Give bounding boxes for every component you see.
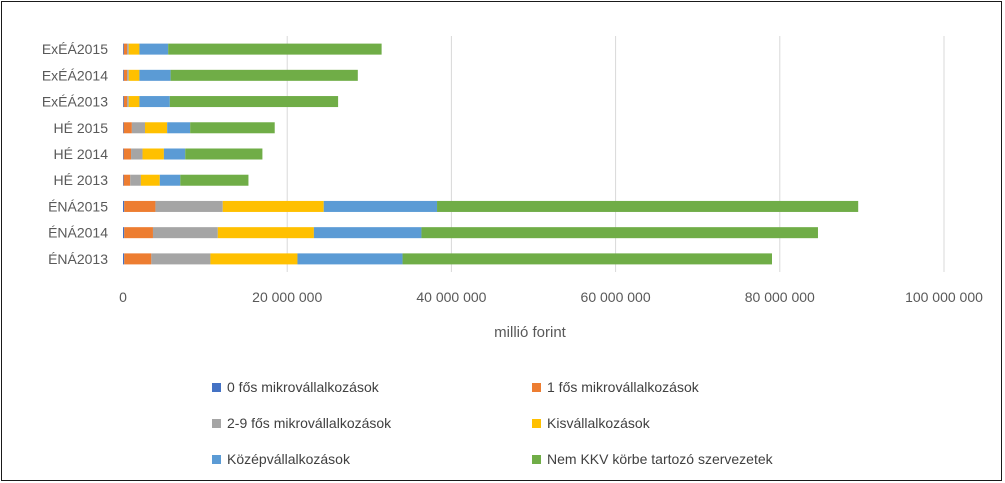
category-label: HÉ 2015 xyxy=(54,120,109,136)
bar-segment-kisvallalkozasok xyxy=(140,174,160,186)
bar-segment-kisvallalkozasok xyxy=(128,43,140,55)
bar-segment-nem-kkv-korbe-tartozo-szervezetek xyxy=(170,69,358,81)
bar-segment-0-fos-mikrovallalkozasok xyxy=(123,200,125,212)
bar-segment-nem-kkv-korbe-tartozo-szervezetek xyxy=(168,43,382,55)
bar-segment-nem-kkv-korbe-tartozo-szervezetek xyxy=(402,253,773,265)
bar-segment-0-fos-mikrovallalkozasok xyxy=(123,253,125,265)
legend-label: Nem KKV körbe tartozó szervezetek xyxy=(547,451,773,467)
bar-segment-kozepvallalkozasok xyxy=(159,174,181,186)
legend-label: Kisvállalkozások xyxy=(547,415,650,431)
bar-segment-2-9-fos-mikrovallalkozasok xyxy=(127,96,129,108)
bar-segment-0-fos-mikrovallalkozasok xyxy=(123,174,124,186)
bar-segment-2-9-fos-mikrovallalkozasok xyxy=(155,200,223,212)
legend-item: Középvállalkozások xyxy=(212,446,532,472)
legend-item: Nem KKV körbe tartozó szervezetek xyxy=(532,446,852,472)
legend-label: 1 fős mikrovállalkozások xyxy=(547,379,699,395)
bar-segment-1-fos-mikrovallalkozasok xyxy=(123,43,128,55)
bar-segment-1-fos-mikrovallalkozasok xyxy=(124,200,156,212)
bar-segment-kisvallalkozasok xyxy=(128,69,140,81)
x-tick-label: 0 xyxy=(119,289,127,305)
bar-segment-kozepvallalkozasok xyxy=(139,43,169,55)
bar-segments xyxy=(123,43,859,265)
legend-swatch xyxy=(532,418,541,428)
bar-segment-nem-kkv-korbe-tartozo-szervezetek xyxy=(190,122,275,134)
bar-segment-nem-kkv-korbe-tartozo-szervezetek xyxy=(421,227,818,239)
bar-segment-1-fos-mikrovallalkozasok xyxy=(123,69,128,81)
bar-segment-2-9-fos-mikrovallalkozasok xyxy=(130,174,141,186)
bar-segment-kisvallalkozasok xyxy=(128,96,140,108)
bar-segment-0-fos-mikrovallalkozasok xyxy=(123,227,125,239)
bar-segment-1-fos-mikrovallalkozasok xyxy=(124,227,153,239)
bar-segment-1-fos-mikrovallalkozasok xyxy=(124,253,152,265)
x-axis-title: millió forint xyxy=(494,324,567,341)
legend-swatch xyxy=(212,382,221,392)
bar-segment-kisvallalkozasok xyxy=(222,200,324,212)
category-labels: ExÉÁ2015 ExÉÁ2014 ExÉÁ2013 HÉ 2015 HÉ 2014 HÉ… xyxy=(42,41,108,267)
bar-segment-nem-kkv-korbe-tartozo-szervezetek xyxy=(185,148,263,160)
bar-segment-1-fos-mikrovallalkozasok xyxy=(123,96,128,108)
bar-segment-kozepvallalkozasok xyxy=(139,69,171,81)
legend-item: Kisvállalkozások xyxy=(532,410,852,436)
bar-segment-2-9-fos-mikrovallalkozasok xyxy=(151,253,211,265)
bar-segment-kisvallalkozasok xyxy=(217,227,314,239)
legend-swatch xyxy=(212,454,221,464)
legend: 0 fős mikrovállalkozások 1 fős mikroválla… xyxy=(212,374,932,472)
x-tick-label: 40 000 000 xyxy=(416,289,486,305)
bar-segment-2-9-fos-mikrovallalkozasok xyxy=(131,122,146,134)
bar-segment-kisvallalkozasok xyxy=(145,122,168,134)
legend-item: 1 fős mikrovállalkozások xyxy=(532,374,852,400)
category-label: ExÉÁ2014 xyxy=(42,67,108,83)
x-tick-label: 100 000 000 xyxy=(905,289,983,305)
x-tick-label: 20 000 000 xyxy=(252,289,322,305)
bar-segment-0-fos-mikrovallalkozasok xyxy=(123,148,124,160)
bar-segment-1-fos-mikrovallalkozasok xyxy=(123,122,132,134)
x-tick-labels: 0 20 000 000 40 000 000 60 000 000 80 000 00… xyxy=(119,289,983,305)
legend-swatch xyxy=(212,418,221,428)
bar-segment-kozepvallalkozasok xyxy=(139,96,170,108)
legend-item: 0 fős mikrovállalkozások xyxy=(212,374,532,400)
bar-segment-0-fos-mikrovallalkozasok xyxy=(123,122,124,134)
category-label: HÉ 2013 xyxy=(54,172,109,188)
bar-segment-0-fos-mikrovallalkozasok xyxy=(123,43,124,55)
bar-segment-2-9-fos-mikrovallalkozasok xyxy=(127,69,129,81)
bar-segment-0-fos-mikrovallalkozasok xyxy=(123,96,124,108)
bar-segment-2-9-fos-mikrovallalkozasok xyxy=(127,43,129,55)
legend-label: 2-9 fős mikrovállalkozások xyxy=(227,415,392,431)
category-label: ExÉÁ2013 xyxy=(42,94,108,110)
bar-segment-0-fos-mikrovallalkozasok xyxy=(123,69,124,81)
legend-label: 0 fős mikrovállalkozások xyxy=(227,379,379,395)
stacked-bar-chart: ExÉÁ2015 ExÉÁ2014 ExÉÁ2013 HÉ 2015 HÉ 2014 HÉ… xyxy=(42,36,983,341)
bar-segment-2-9-fos-mikrovallalkozasok xyxy=(131,148,143,160)
x-tick-label: 80 000 000 xyxy=(745,289,815,305)
bar-segment-2-9-fos-mikrovallalkozasok xyxy=(152,227,218,239)
bar-segment-nem-kkv-korbe-tartozo-szervezetek xyxy=(180,174,249,186)
legend-label: Középvállalkozások xyxy=(227,451,350,467)
bar-segment-kozepvallalkozasok xyxy=(167,122,191,134)
x-tick-label: 60 000 000 xyxy=(581,289,651,305)
bar-segment-1-fos-mikrovallalkozasok xyxy=(123,174,131,186)
bar-segment-1-fos-mikrovallalkozasok xyxy=(123,148,132,160)
bar-segment-kisvallalkozasok xyxy=(210,253,298,265)
legend-swatch xyxy=(532,382,541,392)
category-label: ÉNÁ2015 xyxy=(48,198,108,214)
bar-segment-nem-kkv-korbe-tartozo-szervezetek xyxy=(437,200,859,212)
bar-segment-kozepvallalkozasok xyxy=(163,148,186,160)
bar-segment-kisvallalkozasok xyxy=(142,148,164,160)
bar-segment-kozepvallalkozasok xyxy=(323,200,438,212)
bar-segment-kozepvallalkozasok xyxy=(297,253,403,265)
category-label: HÉ 2014 xyxy=(54,146,109,162)
bar-segment-kozepvallalkozasok xyxy=(313,227,422,239)
category-label: ÉNÁ2013 xyxy=(48,251,108,267)
category-label: ExÉÁ2015 xyxy=(42,41,108,57)
legend-swatch xyxy=(532,454,541,464)
category-label: ÉNÁ2014 xyxy=(48,225,108,241)
legend-item: 2-9 fős mikrovállalkozások xyxy=(212,410,532,436)
bar-segment-nem-kkv-korbe-tartozo-szervezetek xyxy=(169,96,339,108)
